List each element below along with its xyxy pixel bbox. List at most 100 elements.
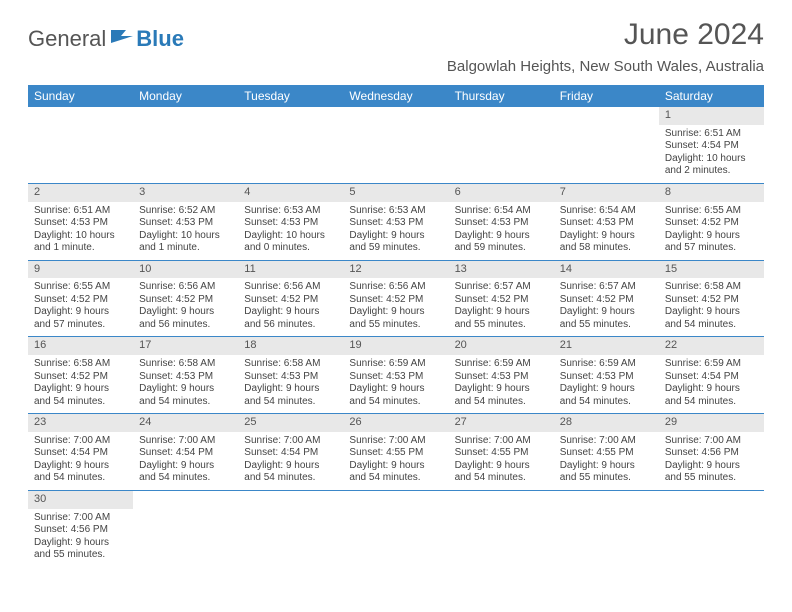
- day-line: Daylight: 9 hours: [34, 306, 127, 319]
- day-line: Daylight: 9 hours: [139, 383, 232, 396]
- day-number: 11: [238, 261, 343, 279]
- day-line: Sunset: 4:53 PM: [244, 217, 337, 230]
- calendar-table: SundayMondayTuesdayWednesdayThursdayFrid…: [28, 85, 764, 567]
- day-number: 14: [554, 261, 659, 279]
- flag-icon: [110, 26, 134, 52]
- day-line: Sunset: 4:54 PM: [665, 140, 758, 153]
- day-line: Sunrise: 6:54 AM: [560, 205, 653, 218]
- day-line: Sunrise: 6:57 AM: [560, 281, 653, 294]
- calendar-cell: [133, 490, 238, 566]
- day-line: Sunset: 4:53 PM: [455, 217, 548, 230]
- calendar-cell: 7Sunrise: 6:54 AMSunset: 4:53 PMDaylight…: [554, 183, 659, 260]
- day-details: Sunrise: 6:53 AMSunset: 4:53 PMDaylight:…: [238, 202, 343, 260]
- day-line: Daylight: 9 hours: [560, 230, 653, 243]
- calendar-cell: 29Sunrise: 7:00 AMSunset: 4:56 PMDayligh…: [659, 414, 764, 491]
- day-line: Daylight: 9 hours: [665, 306, 758, 319]
- day-line: Sunset: 4:56 PM: [665, 447, 758, 460]
- day-number: 19: [343, 337, 448, 355]
- day-line: Sunset: 4:53 PM: [560, 217, 653, 230]
- day-number: 17: [133, 337, 238, 355]
- day-line: and 56 minutes.: [244, 319, 337, 332]
- day-line: and 54 minutes.: [455, 396, 548, 409]
- calendar-cell: 4Sunrise: 6:53 AMSunset: 4:53 PMDaylight…: [238, 183, 343, 260]
- day-line: and 1 minute.: [139, 242, 232, 255]
- day-number: 2: [28, 184, 133, 202]
- day-line: Sunrise: 6:58 AM: [665, 281, 758, 294]
- day-line: Sunset: 4:53 PM: [455, 371, 548, 384]
- day-line: Daylight: 9 hours: [665, 383, 758, 396]
- day-details: Sunrise: 6:55 AMSunset: 4:52 PMDaylight:…: [28, 278, 133, 336]
- day-details: Sunrise: 6:59 AMSunset: 4:53 PMDaylight:…: [343, 355, 448, 413]
- day-number: 21: [554, 337, 659, 355]
- calendar-cell: [554, 107, 659, 183]
- day-details: Sunrise: 7:00 AMSunset: 4:55 PMDaylight:…: [554, 432, 659, 490]
- day-line: Sunrise: 7:00 AM: [139, 435, 232, 448]
- day-line: Daylight: 9 hours: [665, 230, 758, 243]
- day-details: Sunrise: 6:57 AMSunset: 4:52 PMDaylight:…: [449, 278, 554, 336]
- day-line: and 55 minutes.: [455, 319, 548, 332]
- day-line: and 2 minutes.: [665, 165, 758, 178]
- day-line: Daylight: 9 hours: [455, 230, 548, 243]
- calendar-cell: [238, 107, 343, 183]
- calendar-cell: 30Sunrise: 7:00 AMSunset: 4:56 PMDayligh…: [28, 490, 133, 566]
- day-line: Sunrise: 6:53 AM: [244, 205, 337, 218]
- day-number: 6: [449, 184, 554, 202]
- day-line: Sunset: 4:52 PM: [455, 294, 548, 307]
- day-details: Sunrise: 7:00 AMSunset: 4:56 PMDaylight:…: [28, 509, 133, 567]
- day-line: Daylight: 9 hours: [455, 306, 548, 319]
- day-line: Daylight: 10 hours: [139, 230, 232, 243]
- day-line: Sunset: 4:53 PM: [560, 371, 653, 384]
- calendar-cell: 27Sunrise: 7:00 AMSunset: 4:55 PMDayligh…: [449, 414, 554, 491]
- day-line: Sunset: 4:55 PM: [560, 447, 653, 460]
- day-number: 10: [133, 261, 238, 279]
- day-line: Sunset: 4:52 PM: [349, 294, 442, 307]
- day-line: Sunset: 4:52 PM: [34, 294, 127, 307]
- day-line: Daylight: 9 hours: [349, 230, 442, 243]
- day-number: 24: [133, 414, 238, 432]
- day-line: Sunrise: 6:51 AM: [34, 205, 127, 218]
- day-line: Sunrise: 6:56 AM: [244, 281, 337, 294]
- day-line: Daylight: 10 hours: [34, 230, 127, 243]
- day-line: Sunrise: 7:00 AM: [560, 435, 653, 448]
- day-line: Sunset: 4:52 PM: [244, 294, 337, 307]
- day-number: 18: [238, 337, 343, 355]
- day-line: and 54 minutes.: [139, 396, 232, 409]
- day-line: Sunset: 4:53 PM: [244, 371, 337, 384]
- day-line: Daylight: 9 hours: [34, 460, 127, 473]
- calendar-cell: [133, 107, 238, 183]
- day-line: Sunrise: 7:00 AM: [34, 435, 127, 448]
- day-number: 9: [28, 261, 133, 279]
- day-line: Sunrise: 6:55 AM: [665, 205, 758, 218]
- day-line: Sunset: 4:53 PM: [139, 217, 232, 230]
- day-line: Sunrise: 7:00 AM: [455, 435, 548, 448]
- day-line: Sunrise: 7:00 AM: [34, 512, 127, 525]
- calendar-cell: 15Sunrise: 6:58 AMSunset: 4:52 PMDayligh…: [659, 260, 764, 337]
- day-line: and 54 minutes.: [34, 472, 127, 485]
- day-line: Sunrise: 6:56 AM: [139, 281, 232, 294]
- day-line: and 54 minutes.: [139, 472, 232, 485]
- calendar-cell: 19Sunrise: 6:59 AMSunset: 4:53 PMDayligh…: [343, 337, 448, 414]
- day-line: Sunset: 4:52 PM: [665, 294, 758, 307]
- day-line: Sunset: 4:54 PM: [665, 371, 758, 384]
- day-line: and 55 minutes.: [560, 319, 653, 332]
- day-details: Sunrise: 6:52 AMSunset: 4:53 PMDaylight:…: [133, 202, 238, 260]
- day-number: 16: [28, 337, 133, 355]
- calendar-cell: 25Sunrise: 7:00 AMSunset: 4:54 PMDayligh…: [238, 414, 343, 491]
- day-line: and 58 minutes.: [560, 242, 653, 255]
- day-line: Daylight: 9 hours: [34, 537, 127, 550]
- dayname-header: Tuesday: [238, 85, 343, 107]
- dayname-header: Saturday: [659, 85, 764, 107]
- day-line: Sunrise: 6:59 AM: [665, 358, 758, 371]
- location: Balgowlah Heights, New South Wales, Aust…: [447, 58, 764, 75]
- day-details: Sunrise: 6:58 AMSunset: 4:52 PMDaylight:…: [28, 355, 133, 413]
- day-line: Sunrise: 6:54 AM: [455, 205, 548, 218]
- day-line: Daylight: 9 hours: [244, 306, 337, 319]
- day-line: and 55 minutes.: [560, 472, 653, 485]
- day-line: Sunset: 4:52 PM: [139, 294, 232, 307]
- calendar-cell: [659, 490, 764, 566]
- day-line: Daylight: 9 hours: [665, 460, 758, 473]
- calendar-cell: [554, 490, 659, 566]
- day-line: Sunset: 4:54 PM: [244, 447, 337, 460]
- calendar-cell: 23Sunrise: 7:00 AMSunset: 4:54 PMDayligh…: [28, 414, 133, 491]
- day-line: Sunrise: 6:59 AM: [349, 358, 442, 371]
